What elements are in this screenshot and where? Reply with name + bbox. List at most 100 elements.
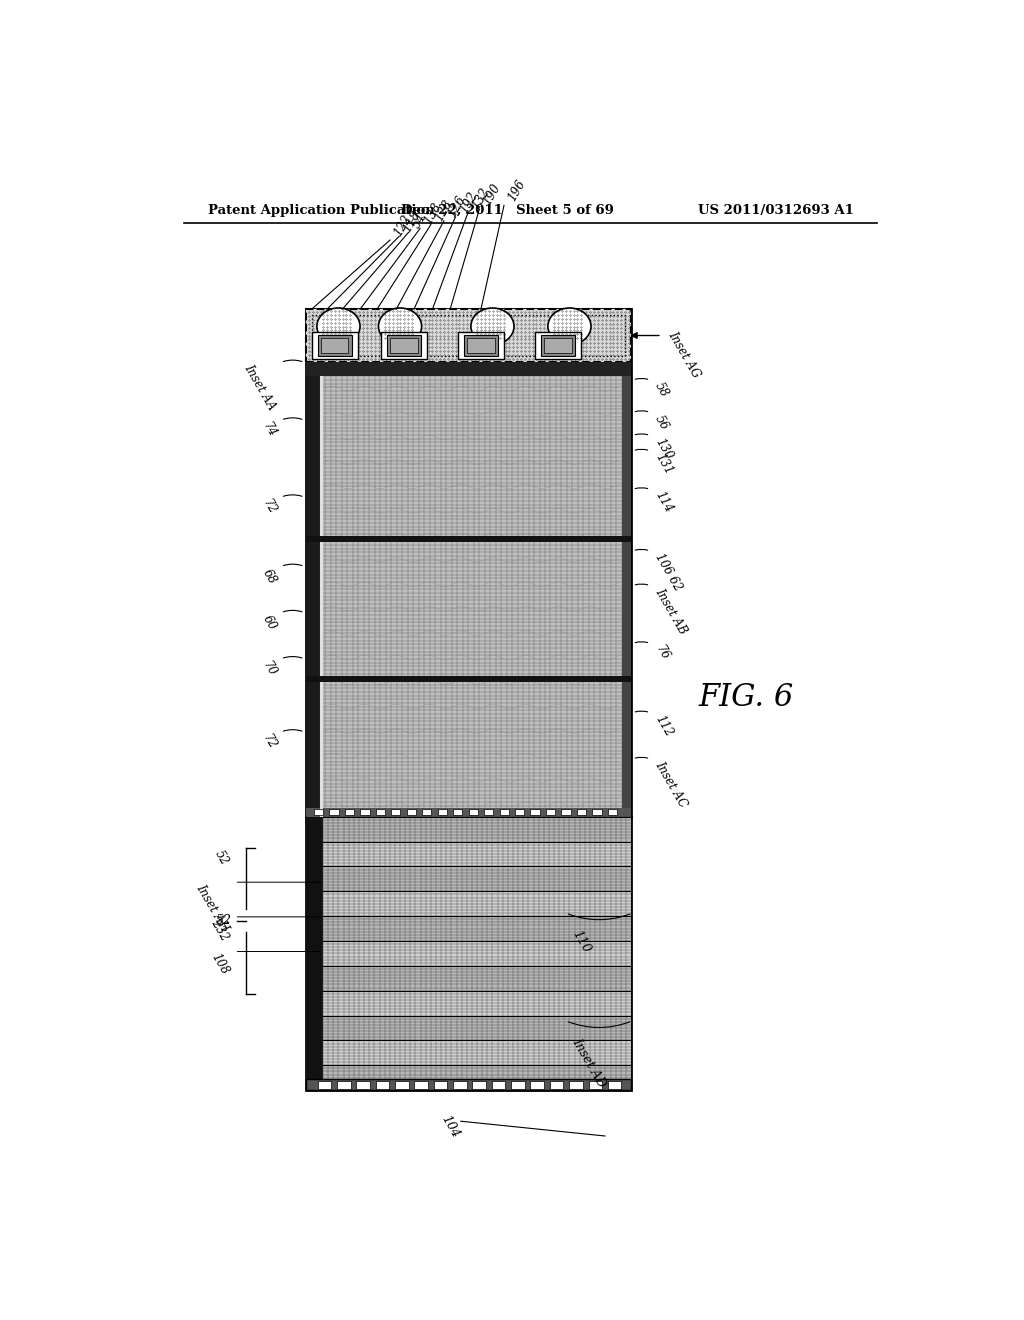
Ellipse shape xyxy=(548,308,591,345)
Bar xyxy=(515,809,524,816)
Bar xyxy=(323,991,631,1015)
Text: 106 62: 106 62 xyxy=(652,552,684,593)
Text: Dec. 22, 2011 Sheet 5 of 69: Dec. 22, 2011 Sheet 5 of 69 xyxy=(401,205,614,218)
Text: 128: 128 xyxy=(432,197,455,223)
Text: 190: 190 xyxy=(481,182,504,207)
Bar xyxy=(608,1081,622,1089)
Bar xyxy=(306,309,631,363)
Bar xyxy=(330,809,339,816)
Bar xyxy=(313,809,324,816)
Bar xyxy=(323,866,631,891)
Text: 196: 196 xyxy=(506,178,528,203)
Bar xyxy=(317,1081,331,1089)
Text: Inset AD: Inset AD xyxy=(569,1036,608,1090)
Bar xyxy=(311,331,357,359)
Bar xyxy=(306,309,631,363)
Bar xyxy=(376,809,385,816)
Bar xyxy=(319,376,622,817)
Bar xyxy=(500,809,509,816)
Text: Inset AA: Inset AA xyxy=(242,363,279,413)
Text: 72: 72 xyxy=(260,733,279,751)
Text: 118: 118 xyxy=(400,209,423,235)
Text: Inset AC: Inset AC xyxy=(652,759,689,810)
Text: Inset AB: Inset AB xyxy=(652,586,689,636)
Text: US 2011/0312693 A1: US 2011/0312693 A1 xyxy=(698,205,854,218)
Bar xyxy=(323,1065,631,1090)
Text: 76: 76 xyxy=(652,644,672,663)
Bar xyxy=(422,809,431,816)
Text: 54: 54 xyxy=(410,211,429,231)
Bar xyxy=(323,1040,631,1065)
Bar xyxy=(376,1081,389,1089)
Bar xyxy=(467,338,495,354)
Bar xyxy=(395,1081,409,1089)
Text: 58: 58 xyxy=(652,380,672,400)
Text: Inset AH: Inset AH xyxy=(194,882,230,935)
Text: 130: 130 xyxy=(652,436,675,462)
Text: 112: 112 xyxy=(652,713,675,739)
Text: 114: 114 xyxy=(652,490,675,516)
Bar xyxy=(306,376,319,817)
Text: 70: 70 xyxy=(260,659,279,678)
Bar xyxy=(319,376,323,817)
Bar xyxy=(415,1081,428,1089)
Text: 108: 108 xyxy=(208,952,230,978)
Text: 192: 192 xyxy=(457,189,479,215)
Bar xyxy=(323,966,631,991)
Bar xyxy=(306,817,323,1090)
Bar xyxy=(317,335,351,356)
Bar xyxy=(484,809,494,816)
Bar xyxy=(464,335,498,356)
Bar xyxy=(391,809,400,816)
Bar xyxy=(577,809,586,816)
Bar xyxy=(306,676,631,682)
Text: 131: 131 xyxy=(652,451,675,477)
Text: Inset AG: Inset AG xyxy=(666,330,702,380)
Bar xyxy=(544,338,571,354)
Text: 122: 122 xyxy=(391,213,414,239)
Bar xyxy=(469,809,478,816)
Bar xyxy=(541,335,574,356)
Text: Patent Application Publication: Patent Application Publication xyxy=(208,205,434,218)
Bar xyxy=(323,891,631,916)
Text: 74: 74 xyxy=(260,420,279,440)
Text: 72: 72 xyxy=(260,498,279,516)
Text: 232: 232 xyxy=(208,917,230,942)
Bar xyxy=(306,817,631,1090)
Ellipse shape xyxy=(316,308,360,345)
Text: FIG. 6: FIG. 6 xyxy=(699,682,795,713)
Text: 52: 52 xyxy=(216,915,232,927)
Bar xyxy=(337,1081,350,1089)
Bar xyxy=(381,331,427,359)
Ellipse shape xyxy=(471,308,514,345)
Bar xyxy=(593,809,602,816)
Bar xyxy=(360,809,370,816)
Text: 132: 132 xyxy=(469,186,492,211)
Bar xyxy=(323,817,631,842)
Bar xyxy=(535,331,581,359)
Bar xyxy=(387,335,421,356)
Bar xyxy=(312,315,625,356)
Bar xyxy=(511,1081,524,1089)
Bar xyxy=(437,809,446,816)
Text: 126: 126 xyxy=(445,193,468,219)
Text: 138: 138 xyxy=(422,201,444,227)
Bar xyxy=(407,809,416,816)
Bar xyxy=(306,536,631,543)
Bar xyxy=(569,1081,583,1089)
Bar xyxy=(390,338,418,354)
Text: 52: 52 xyxy=(212,847,230,867)
Bar xyxy=(546,809,555,816)
Bar xyxy=(530,1081,544,1089)
Bar xyxy=(589,1081,602,1089)
Bar xyxy=(323,941,631,966)
Text: 68: 68 xyxy=(260,566,279,586)
Bar xyxy=(323,1015,631,1040)
Text: 104: 104 xyxy=(438,1113,462,1140)
Bar xyxy=(356,1081,370,1089)
Bar xyxy=(345,809,354,816)
Bar xyxy=(306,309,631,817)
Bar xyxy=(453,809,463,816)
Bar xyxy=(561,809,570,816)
Text: 60: 60 xyxy=(260,612,279,632)
